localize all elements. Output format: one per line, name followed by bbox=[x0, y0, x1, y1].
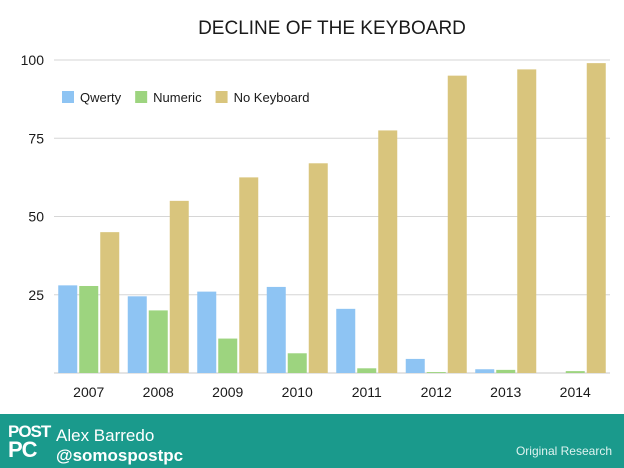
bar-qwerty bbox=[336, 308, 356, 373]
bar-qwerty bbox=[405, 358, 425, 373]
legend-swatch bbox=[135, 91, 148, 103]
x-tick-label: 2012 bbox=[421, 384, 452, 400]
bar-numeric bbox=[148, 310, 168, 373]
legend-label: Numeric bbox=[153, 90, 202, 105]
x-tick-label: 2008 bbox=[143, 384, 174, 400]
bar-no-keyboard bbox=[239, 177, 259, 373]
author-handle: @somospostpc bbox=[56, 446, 184, 465]
bar-numeric bbox=[565, 371, 585, 373]
bar-numeric bbox=[357, 368, 377, 373]
bar-no-keyboard bbox=[586, 63, 606, 373]
y-tick-label: 50 bbox=[28, 209, 44, 225]
x-tick-label: 2010 bbox=[282, 384, 313, 400]
chart-title: DECLINE OF THE KEYBOARD bbox=[198, 18, 466, 39]
footer-bar: POST PC Alex Barredo @somospostpc Origin… bbox=[0, 414, 624, 468]
bar-qwerty bbox=[475, 369, 495, 373]
postpc-logo: POST PC bbox=[8, 422, 51, 463]
legend-label: Qwerty bbox=[80, 90, 122, 105]
bar-no-keyboard bbox=[378, 130, 398, 373]
bars bbox=[58, 63, 606, 374]
y-axis-ticks: 25 50 75 100 bbox=[21, 52, 45, 303]
legend-swatch bbox=[62, 91, 74, 103]
author-block: Alex Barredo @somospostpc bbox=[56, 426, 183, 466]
bar-no-keyboard bbox=[308, 163, 328, 373]
bar-qwerty bbox=[58, 285, 78, 373]
bar-numeric bbox=[496, 369, 516, 373]
x-tick-label: 2009 bbox=[212, 384, 243, 400]
y-tick-label: 25 bbox=[28, 287, 44, 303]
y-tick-label: 75 bbox=[28, 130, 44, 146]
legend-swatch bbox=[215, 91, 228, 103]
bar-numeric bbox=[218, 338, 238, 373]
bar-no-keyboard bbox=[517, 69, 537, 373]
bar-numeric bbox=[79, 285, 99, 373]
x-tick-label: 2014 bbox=[560, 384, 591, 400]
bar-qwerty bbox=[127, 296, 147, 373]
x-tick-label: 2013 bbox=[490, 384, 521, 400]
bar-qwerty bbox=[197, 291, 217, 373]
x-tick-label: 2011 bbox=[352, 384, 382, 400]
bar-no-keyboard bbox=[169, 200, 189, 373]
legend-label: No Keyboard bbox=[234, 90, 310, 105]
y-tick-label: 100 bbox=[21, 52, 45, 68]
bar-numeric bbox=[426, 372, 446, 373]
x-tick-label: 2007 bbox=[73, 384, 104, 400]
x-axis-ticks: 2007 2008 2009 2010 2011 2012 2013 2014 bbox=[73, 384, 591, 400]
logo-line-1: POST bbox=[8, 422, 51, 441]
source-note: Original Research bbox=[515, 444, 612, 458]
logo-line-2: PC bbox=[8, 437, 38, 462]
bar-numeric bbox=[287, 353, 307, 373]
legend: Qwerty Numeric No Keyboard bbox=[62, 90, 309, 105]
bar-no-keyboard bbox=[100, 232, 120, 373]
author-name: Alex Barredo bbox=[56, 426, 155, 445]
bar-no-keyboard bbox=[447, 75, 467, 374]
bar-qwerty bbox=[266, 286, 286, 373]
